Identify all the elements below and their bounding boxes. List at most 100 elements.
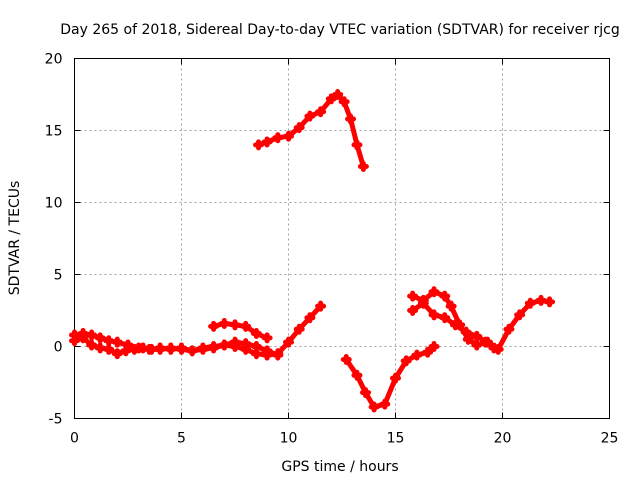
data-point <box>428 286 440 298</box>
data-point <box>94 332 106 344</box>
data-point <box>304 110 316 122</box>
y-axis-ticks: -5 0 5 10 15 20 <box>45 52 610 428</box>
x-tick-label: 10 <box>280 431 298 447</box>
data-point <box>535 294 547 306</box>
data-point <box>488 342 500 354</box>
data-point <box>154 342 166 354</box>
data-point <box>261 332 273 344</box>
x-axis-label: GPS time / hours <box>281 459 398 475</box>
y-tick-label: 20 <box>45 52 63 68</box>
data-point <box>146 343 158 355</box>
data-point <box>360 387 372 399</box>
series-arc-5 <box>343 344 437 410</box>
data-point <box>111 348 123 360</box>
data-point <box>218 317 230 329</box>
data-point <box>340 353 352 365</box>
data-point <box>407 305 419 316</box>
data-point <box>272 348 284 360</box>
data-point <box>176 342 187 354</box>
data-point <box>197 342 209 354</box>
data-point <box>390 372 401 384</box>
data-point <box>86 329 98 341</box>
y-axis-label: SDTVAR / TECUs <box>7 181 23 296</box>
data-point <box>128 343 140 355</box>
data-point <box>345 113 357 125</box>
x-tick-label: 25 <box>601 431 619 447</box>
data-point <box>293 122 305 134</box>
data-point <box>332 89 344 100</box>
data-point <box>103 343 115 355</box>
y-tick-label: 10 <box>45 196 63 212</box>
data-point <box>208 341 220 352</box>
data-point <box>250 348 262 360</box>
data-point <box>479 336 491 348</box>
data-point <box>422 346 434 358</box>
data-point <box>439 290 451 302</box>
data-series <box>69 89 556 413</box>
data-point <box>229 319 241 331</box>
data-point <box>208 320 220 332</box>
data-point <box>293 323 305 335</box>
data-point <box>503 323 515 335</box>
data-point <box>137 342 149 354</box>
grid-lines <box>74 58 610 419</box>
data-point <box>338 96 350 108</box>
x-tick-label: 15 <box>387 431 405 447</box>
y-tick-label: 0 <box>54 340 63 356</box>
data-point <box>357 161 369 172</box>
data-point <box>544 296 556 308</box>
data-point <box>253 139 265 151</box>
data-point <box>315 106 327 118</box>
data-point <box>120 345 132 357</box>
data-point <box>229 341 241 352</box>
chart-title: Day 265 of 2018, Sidereal Day-to-day VTE… <box>60 22 619 38</box>
data-point <box>261 349 273 361</box>
data-point <box>428 309 440 321</box>
data-point <box>86 339 98 351</box>
data-point <box>94 342 106 354</box>
data-point <box>165 343 177 355</box>
data-point <box>218 339 230 351</box>
y-tick-label: 5 <box>54 268 63 284</box>
data-point <box>471 330 483 342</box>
data-point <box>240 343 252 355</box>
data-point <box>325 93 337 105</box>
x-tick-label: 20 <box>494 431 512 447</box>
data-point <box>77 332 89 344</box>
data-point <box>439 312 451 324</box>
x-axis-ticks: 0 5 10 15 20 25 <box>70 58 619 447</box>
y-tick-label: 15 <box>45 124 63 140</box>
data-point <box>445 300 457 312</box>
data-point <box>272 132 284 144</box>
data-point <box>283 336 294 348</box>
data-point <box>283 130 294 142</box>
data-point <box>407 290 419 302</box>
data-point <box>400 355 412 367</box>
data-point <box>462 333 474 345</box>
data-point <box>368 401 380 413</box>
data-point <box>524 297 536 309</box>
data-point <box>261 136 273 148</box>
data-point <box>428 341 440 352</box>
data-point <box>454 319 466 331</box>
data-point <box>411 349 423 361</box>
data-point <box>250 328 262 340</box>
data-point <box>304 312 316 324</box>
data-point <box>186 345 198 357</box>
data-point <box>514 309 526 321</box>
data-point <box>103 335 115 347</box>
data-point <box>417 294 429 306</box>
data-point <box>111 336 123 348</box>
data-point <box>315 300 327 312</box>
data-point <box>471 339 483 351</box>
x-tick-label: 0 <box>70 431 79 447</box>
plot-frame <box>74 58 610 419</box>
x-tick-label: 5 <box>177 431 186 447</box>
data-point <box>240 320 252 332</box>
y-tick-label: -5 <box>49 412 63 428</box>
data-point <box>379 398 391 410</box>
data-point <box>351 139 363 151</box>
data-point <box>351 369 363 381</box>
data-point <box>69 335 80 347</box>
